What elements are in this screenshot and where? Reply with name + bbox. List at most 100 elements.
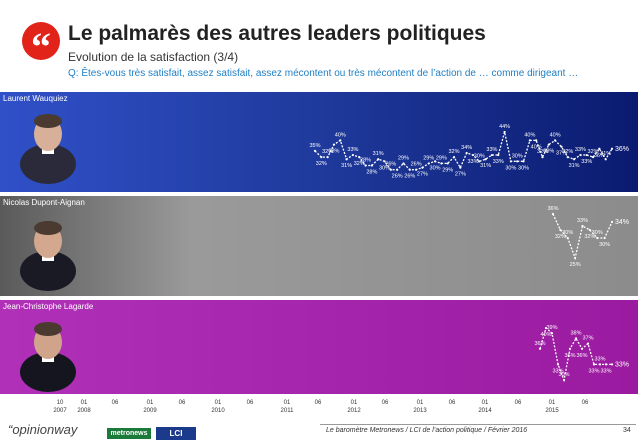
data-label: 35% bbox=[309, 143, 320, 149]
data-point bbox=[568, 347, 572, 350]
chart-lagarde: 36%40%39%33%30%36%38%36%37%33%33%33%33% bbox=[0, 300, 638, 394]
data-point bbox=[560, 145, 563, 148]
data-label: 29% bbox=[398, 155, 409, 161]
data-point bbox=[427, 162, 430, 165]
chart-dupont-aignan: 36%32%30%25%33%32%30%30%34% bbox=[0, 196, 638, 296]
data-label: 31% bbox=[341, 163, 352, 169]
data-point bbox=[452, 156, 456, 159]
data-point bbox=[604, 363, 608, 366]
series-dupont-aignan: 36%32%30%25%33%32%30%30%34% bbox=[547, 206, 629, 268]
data-label: 31% bbox=[600, 151, 611, 157]
data-point bbox=[598, 363, 602, 366]
x-tick-label: 06 bbox=[449, 400, 456, 406]
data-point bbox=[581, 224, 584, 228]
data-point bbox=[433, 160, 437, 163]
data-label: 40% bbox=[524, 132, 535, 138]
panel-background bbox=[0, 92, 638, 192]
data-label: 33% bbox=[588, 368, 599, 374]
data-point bbox=[459, 166, 462, 169]
data-label: 40% bbox=[540, 332, 551, 338]
data-label: 26% bbox=[392, 174, 403, 180]
data-point bbox=[580, 347, 584, 350]
data-label: 36% bbox=[534, 341, 545, 347]
page-subtitle: Evolution de la satisfaction (3/4) bbox=[68, 50, 239, 64]
x-tick-label: 06 bbox=[247, 400, 254, 406]
chart-wauquiez: 35%32%32%38%40%31%33%32%28%28%31%30%26%2… bbox=[0, 92, 638, 192]
footer-caption: Le baromètre Metronews / LCI de l’action… bbox=[326, 427, 528, 434]
data-point bbox=[562, 378, 566, 382]
data-point bbox=[554, 139, 557, 142]
data-label: 32% bbox=[562, 149, 573, 155]
data-label: 32% bbox=[555, 234, 566, 240]
data-point bbox=[370, 164, 373, 167]
data-point bbox=[598, 147, 601, 150]
data-point bbox=[559, 228, 562, 232]
series-wauquiez: 35%32%32%38%40%31%33%32%28%28%31%30%26%2… bbox=[309, 124, 629, 180]
data-label: 30% bbox=[430, 165, 441, 171]
survey-question: Q: Êtes-vous très satisfait, assez satis… bbox=[68, 68, 579, 79]
data-point bbox=[320, 156, 323, 159]
data-label: 33% bbox=[577, 218, 588, 224]
data-point bbox=[535, 139, 538, 142]
data-label: 33% bbox=[600, 368, 611, 374]
panel-label-lagarde: Jean-Christophe Lagarde bbox=[3, 302, 94, 311]
panel-dupont-aignan: 36% 32% 30% 25% 33% 32% 30% 30% 34% Nicolas Dupo… bbox=[0, 196, 638, 296]
x-tick-label: 01 bbox=[81, 400, 88, 406]
x-tick-label: 01 bbox=[549, 400, 556, 406]
data-label: 37% bbox=[556, 151, 567, 157]
data-point bbox=[351, 153, 355, 157]
portrait-hair bbox=[34, 221, 62, 235]
x-tick-year: 2013 bbox=[413, 408, 427, 414]
data-label: 32% bbox=[537, 149, 548, 155]
data-point bbox=[556, 363, 560, 366]
data-label: 33% bbox=[594, 356, 605, 362]
data-label: 33% bbox=[552, 368, 563, 374]
data-point bbox=[610, 220, 614, 224]
lci-logo: LCI bbox=[156, 427, 196, 440]
data-label: 33% bbox=[467, 159, 478, 165]
data-label: 40% bbox=[531, 144, 542, 150]
data-point bbox=[610, 363, 614, 366]
data-point bbox=[478, 160, 481, 163]
data-label: 33% bbox=[581, 159, 592, 165]
data-label: 26% bbox=[411, 162, 422, 168]
data-label: 33% bbox=[615, 361, 629, 368]
data-label: 32% bbox=[588, 149, 599, 155]
x-tick-label: 01 bbox=[215, 400, 222, 406]
data-point bbox=[503, 130, 506, 134]
data-point bbox=[396, 168, 399, 171]
panel-background bbox=[0, 300, 638, 394]
data-label: 27% bbox=[417, 172, 428, 178]
data-point bbox=[538, 347, 542, 350]
data-label: 36% bbox=[615, 146, 629, 153]
x-tick-label: 06 bbox=[179, 400, 186, 406]
x-tick-label: 06 bbox=[382, 400, 389, 406]
photo-wauquiez bbox=[20, 114, 76, 184]
data-point bbox=[551, 212, 555, 216]
data-label: 26% bbox=[404, 174, 415, 180]
x-tick-label: 01 bbox=[417, 400, 424, 406]
data-label: 32% bbox=[584, 234, 595, 240]
panel-label-wauquiez: Laurent Wauquiez bbox=[3, 94, 68, 103]
data-label: 36% bbox=[576, 353, 587, 359]
x-tick-label: 06 bbox=[582, 400, 589, 406]
x-tick-label: 01 bbox=[284, 400, 291, 406]
data-point bbox=[574, 256, 577, 260]
data-point bbox=[574, 337, 578, 340]
data-label: 30% bbox=[474, 153, 485, 159]
data-point bbox=[383, 160, 386, 163]
data-point bbox=[471, 153, 475, 157]
data-point bbox=[408, 168, 411, 171]
data-label: 36% bbox=[547, 206, 558, 212]
data-point bbox=[566, 236, 569, 240]
x-tick-label: 01 bbox=[351, 400, 358, 406]
data-point bbox=[516, 160, 519, 163]
page-number: 34 bbox=[623, 427, 631, 434]
data-label: 36% bbox=[564, 353, 575, 359]
panel-label-dupont-aignan: Nicolas Dupont-Aignan bbox=[3, 198, 85, 207]
data-label: 44% bbox=[499, 124, 510, 130]
x-tick-year: 2011 bbox=[281, 408, 295, 414]
panel-background bbox=[0, 196, 638, 296]
data-point bbox=[339, 139, 342, 142]
data-point bbox=[566, 156, 569, 159]
